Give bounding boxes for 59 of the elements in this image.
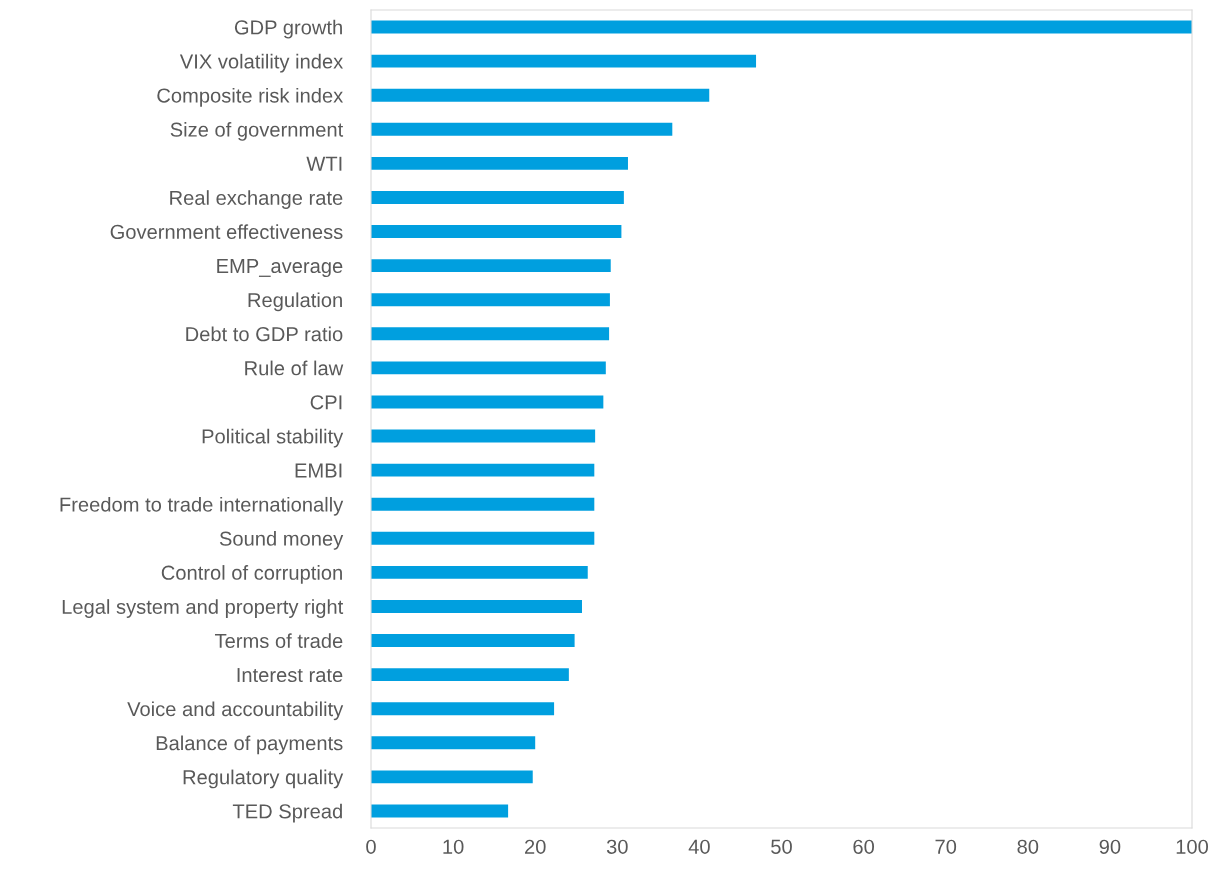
y-tick-label: CPI	[310, 395, 342, 410]
x-tick-label: 50	[771, 839, 792, 854]
bar	[371, 736, 536, 750]
y-tick-label: Political stability	[202, 428, 344, 448]
y-tick-label: VIX volatility index	[179, 53, 344, 73]
bar	[371, 634, 575, 648]
y-tick-label: Regulatory quality	[183, 769, 344, 789]
x-tick-label: 10	[443, 839, 464, 854]
bar	[371, 225, 622, 239]
bar	[371, 429, 596, 443]
y-tick-label: WTI	[306, 156, 342, 171]
x-tick-label: 30	[606, 839, 628, 854]
bar	[371, 565, 588, 579]
bar	[371, 88, 710, 102]
bar	[371, 463, 595, 477]
y-tick-label: Real exchange rate	[170, 190, 343, 209]
bar	[371, 361, 606, 375]
y-tick-label: Control of corruption	[161, 565, 342, 584]
y-tick-label: Debt to GDP ratio	[186, 326, 343, 342]
bar	[371, 156, 628, 170]
y-tick-label: Balance of payments	[156, 735, 343, 755]
bar	[371, 531, 595, 545]
bar	[371, 497, 595, 511]
y-tick-label: Composite risk index	[157, 87, 344, 107]
x-tick-label: 20	[525, 839, 546, 854]
bar	[371, 327, 610, 341]
bar	[371, 599, 582, 613]
y-tick-label: Regulation	[248, 292, 342, 312]
y-tick-label: Legal system and property right	[62, 599, 344, 618]
x-tick-label: 80	[1017, 839, 1039, 854]
y-tick-label: Voice and accountability	[127, 701, 344, 721]
bar	[371, 804, 509, 818]
x-tick-label: 40	[688, 839, 710, 854]
y-tick-label: EMBI	[295, 463, 342, 478]
bar	[371, 702, 555, 716]
y-tick-label: TED Spread	[232, 803, 342, 823]
bar	[371, 668, 569, 682]
bar	[371, 395, 604, 409]
y-tick-label: Government effectiveness	[110, 224, 343, 240]
x-tick-label: 0	[366, 839, 376, 854]
bar	[371, 259, 611, 273]
bar	[371, 20, 1192, 34]
y-tick-label: Interest rate	[237, 668, 343, 683]
bar	[371, 54, 757, 68]
y-tick-label: Size of government	[170, 121, 344, 141]
x-tick-label: 100	[1176, 839, 1209, 854]
bar	[371, 122, 673, 136]
y-tick-label: Rule of law	[245, 360, 344, 376]
y-tick-label: EMP_average	[217, 259, 343, 278]
y-tick-label: Terms of trade	[214, 633, 343, 649]
y-tick-label: Freedom to trade internationally	[60, 496, 344, 516]
x-tick-label: 90	[1099, 839, 1121, 854]
x-tick-label: 60	[853, 839, 875, 854]
x-tick-label: 70	[935, 839, 957, 854]
y-tick-label: GDP growth	[234, 19, 342, 39]
bar	[371, 190, 624, 204]
y-tick-label: Sound money	[219, 530, 344, 550]
bar	[371, 293, 610, 307]
bar	[371, 770, 533, 784]
